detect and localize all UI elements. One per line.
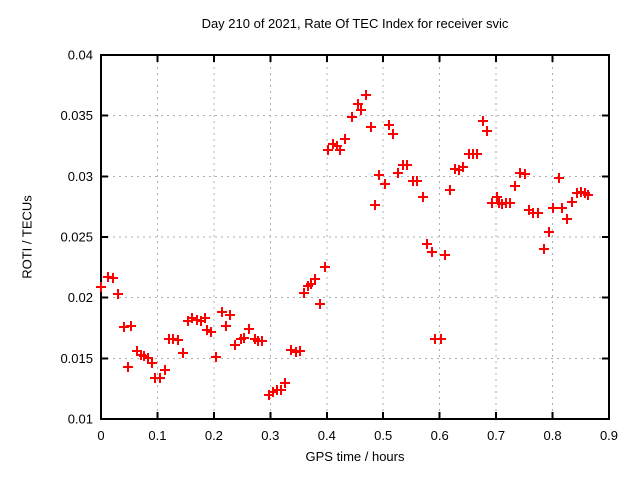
data-point-marker xyxy=(323,145,333,155)
data-point-marker xyxy=(505,198,515,208)
chart-title: Day 210 of 2021, Rate Of TEC Index for r… xyxy=(201,16,509,31)
data-point-marker xyxy=(380,179,390,189)
data-point-marker xyxy=(239,333,249,343)
data-point-marker xyxy=(440,250,450,260)
data-point-marker xyxy=(544,227,554,237)
data-point-marker xyxy=(554,173,564,183)
data-point-marker xyxy=(562,214,572,224)
x-tick-label: 0.7 xyxy=(487,428,505,443)
y-tick-label: 0.04 xyxy=(68,48,93,63)
x-axis-label: GPS time / hours xyxy=(305,449,405,464)
y-tick-label: 0.01 xyxy=(68,412,93,427)
data-point-marker xyxy=(335,145,345,155)
data-point-marker xyxy=(353,99,363,109)
data-point-marker xyxy=(160,365,170,375)
data-point-marker xyxy=(361,90,371,100)
x-tick-label: 0.9 xyxy=(600,428,618,443)
data-point-marker xyxy=(548,203,558,213)
data-point-marker xyxy=(418,192,428,202)
data-point-marker xyxy=(173,335,183,345)
data-point-marker xyxy=(347,112,357,122)
data-point-marker xyxy=(482,126,492,136)
data-point-marker xyxy=(445,185,455,195)
data-point-marker xyxy=(96,282,106,292)
data-point-marker xyxy=(320,262,330,272)
x-tick-label: 0.1 xyxy=(148,428,166,443)
x-tick-label: 0 xyxy=(97,428,104,443)
data-point-marker xyxy=(388,129,398,139)
data-point-marker xyxy=(108,273,118,283)
data-point-marker xyxy=(310,274,320,284)
data-point-marker xyxy=(113,289,123,299)
data-point-marker xyxy=(374,170,384,180)
data-point-marker xyxy=(206,327,216,337)
data-point-marker xyxy=(147,358,157,368)
data-point-marker xyxy=(533,208,543,218)
data-point-marker xyxy=(356,105,366,115)
data-point-marker xyxy=(315,299,325,309)
x-tick-label: 0.5 xyxy=(374,428,392,443)
data-point-marker xyxy=(123,362,133,372)
data-point-marker xyxy=(225,310,235,320)
data-point-marker xyxy=(230,340,240,350)
data-point-marker xyxy=(276,385,286,395)
data-point-marker xyxy=(211,352,221,362)
data-point-marker xyxy=(567,197,577,207)
data-point-marker xyxy=(557,203,567,213)
data-point-marker xyxy=(187,313,197,323)
x-tick-label: 0.8 xyxy=(544,428,562,443)
data-point-marker xyxy=(257,336,267,346)
data-point-marker xyxy=(286,345,296,355)
x-tick-label: 0.6 xyxy=(431,428,449,443)
data-point-marker xyxy=(492,192,502,202)
y-tick-label: 0.035 xyxy=(60,108,93,123)
y-tick-label: 0.02 xyxy=(68,290,93,305)
data-point-marker xyxy=(539,244,549,254)
y-tick-label: 0.015 xyxy=(60,351,93,366)
data-point-marker xyxy=(126,321,136,331)
data-point-marker xyxy=(478,116,488,126)
data-point-marker xyxy=(295,346,305,356)
data-point-marker xyxy=(412,176,422,186)
data-point-marker xyxy=(427,247,437,257)
data-point-marker xyxy=(340,134,350,144)
x-tick-label: 0.4 xyxy=(318,428,336,443)
data-point-marker xyxy=(520,169,530,179)
data-point-marker xyxy=(178,348,188,358)
data-point-marker xyxy=(422,239,432,249)
data-point-marker xyxy=(436,334,446,344)
data-point-marker xyxy=(384,120,394,130)
data-point-marker xyxy=(472,149,482,159)
data-point-marker xyxy=(458,162,468,172)
data-point-marker xyxy=(370,200,380,210)
data-point-marker xyxy=(200,313,210,323)
data-point-marker xyxy=(583,190,593,200)
y-tick-label: 0.03 xyxy=(68,169,93,184)
data-point-marker xyxy=(280,378,290,388)
y-tick-label: 0.025 xyxy=(60,230,93,245)
data-point-marker xyxy=(393,168,403,178)
data-point-marker xyxy=(155,373,165,383)
data-point-marker xyxy=(366,122,376,132)
data-point-marker xyxy=(510,181,520,191)
x-tick-label: 0.2 xyxy=(205,428,223,443)
data-point-marker xyxy=(402,160,412,170)
x-tick-label: 0.3 xyxy=(261,428,279,443)
data-point-marker xyxy=(221,321,231,331)
data-point-marker xyxy=(217,307,227,317)
data-point-marker xyxy=(299,288,309,298)
data-point-marker xyxy=(244,324,254,334)
